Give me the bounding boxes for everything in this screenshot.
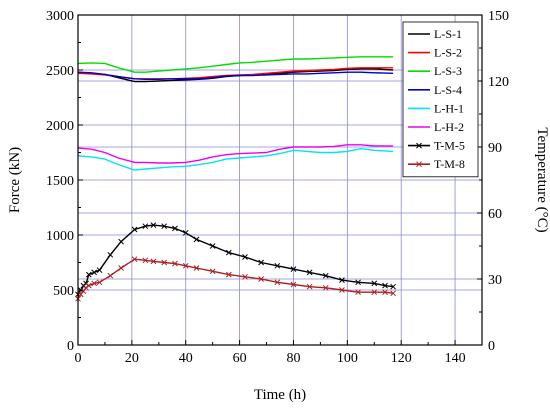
data-point xyxy=(322,272,329,279)
data-point xyxy=(382,282,388,289)
data-point xyxy=(172,260,178,267)
data-point xyxy=(118,265,124,271)
data-point xyxy=(355,279,361,286)
x-axis-label: Time (h) xyxy=(254,387,306,403)
data-point xyxy=(209,268,216,275)
data-point xyxy=(131,226,138,233)
y2-tick-label: 0 xyxy=(488,339,495,354)
series-line xyxy=(77,71,394,80)
data-point xyxy=(182,262,189,269)
x-tick-label: 100 xyxy=(337,351,358,366)
legend-label: L-H-1 xyxy=(434,101,464,115)
data-point xyxy=(193,265,200,271)
data-point xyxy=(306,269,313,276)
y-tick-label: 0 xyxy=(67,339,74,354)
series-l-h-1 xyxy=(77,148,394,171)
y2-tick-label: 90 xyxy=(488,141,502,156)
legend-label: L-H-2 xyxy=(434,120,464,134)
series-t-m-8 xyxy=(75,256,396,302)
data-point xyxy=(96,279,103,286)
legend-label: L-S-4 xyxy=(434,83,462,97)
data-point xyxy=(339,277,345,283)
series-t-m-5 xyxy=(75,222,396,298)
y-tick-label: 1500 xyxy=(46,174,74,189)
y-axis-label: Force (kN) xyxy=(7,147,23,213)
y2-tick-label: 60 xyxy=(488,207,502,222)
x-tick-label: 140 xyxy=(445,351,466,366)
data-point xyxy=(371,280,378,287)
data-point xyxy=(322,284,329,291)
data-point xyxy=(274,262,281,269)
data-point xyxy=(172,225,178,232)
data-point xyxy=(85,282,92,289)
data-point xyxy=(225,249,232,256)
data-point xyxy=(118,238,124,245)
data-point xyxy=(182,229,189,236)
data-point xyxy=(85,271,92,278)
data-point xyxy=(96,267,103,274)
axes: 0 20 40 60 80 100 120 1400500100015002000250030… xyxy=(46,9,509,366)
data-point xyxy=(142,223,149,230)
legend-label: L-S-2 xyxy=(434,46,462,60)
data-point xyxy=(390,283,396,290)
series-line xyxy=(77,144,394,164)
legend-label: T-M-8 xyxy=(434,157,465,171)
data-point xyxy=(382,289,388,296)
legend-marker xyxy=(416,142,422,149)
data-point xyxy=(193,236,200,243)
data-point xyxy=(242,273,248,280)
data-point xyxy=(355,289,361,296)
data-point xyxy=(258,276,265,282)
y2-tick-label: 150 xyxy=(488,9,509,24)
series-layer xyxy=(75,56,396,302)
x-tick-label: 120 xyxy=(391,351,412,366)
y2-tick-label: 120 xyxy=(488,75,509,90)
data-point xyxy=(209,243,216,249)
data-point xyxy=(91,280,98,287)
data-point xyxy=(339,287,345,293)
data-point xyxy=(161,259,168,266)
data-point xyxy=(371,289,378,296)
data-point xyxy=(242,254,248,260)
data-point xyxy=(225,271,232,278)
x-tick-label: 80 xyxy=(286,351,300,366)
series-line xyxy=(77,56,394,73)
series-l-s-3 xyxy=(77,56,394,73)
series-l-h-2 xyxy=(77,144,394,164)
data-point xyxy=(107,251,114,258)
legend: L-S-1 L-S-2 L-S-3 L-S-4 L-H-1 L-H-2 T-M-5 T-M-8 xyxy=(402,21,479,178)
data-point xyxy=(142,257,149,264)
x-tick-label: 20 xyxy=(125,351,139,366)
data-point xyxy=(274,279,281,286)
y-tick-label: 3000 xyxy=(46,9,74,24)
y2-tick-label: 30 xyxy=(488,273,502,288)
data-point xyxy=(91,269,98,276)
legend-label: T-M-5 xyxy=(434,139,465,153)
series-line xyxy=(77,148,394,171)
legend-marker xyxy=(416,161,422,168)
series-l-s-4 xyxy=(77,71,394,80)
y-tick-label: 2000 xyxy=(46,119,74,134)
x-tick-label: 0 xyxy=(75,351,82,366)
y-tick-label: 1000 xyxy=(46,229,74,244)
data-point xyxy=(161,223,168,230)
y-tick-label: 500 xyxy=(53,284,74,299)
legend-label: L-S-3 xyxy=(434,64,462,78)
data-point xyxy=(258,259,265,266)
legend-box xyxy=(402,21,479,178)
x-tick-label: 60 xyxy=(233,351,247,366)
data-point xyxy=(290,266,297,272)
y-tick-label: 2500 xyxy=(46,64,74,79)
data-point xyxy=(150,258,157,265)
data-point xyxy=(107,272,114,279)
x-tick-label: 40 xyxy=(179,351,193,366)
data-point xyxy=(290,281,297,288)
data-point xyxy=(306,283,313,290)
data-point xyxy=(131,256,138,263)
data-point xyxy=(150,222,157,228)
y2-axis-label: Temperature (°C) xyxy=(534,127,550,232)
data-point xyxy=(390,290,396,297)
legend-label: L-S-1 xyxy=(434,27,462,41)
